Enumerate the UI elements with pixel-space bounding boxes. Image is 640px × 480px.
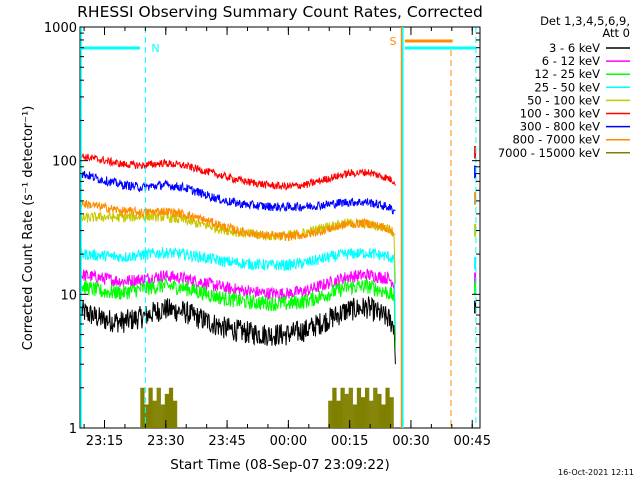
legend-label: 100 - 300 keV xyxy=(520,107,600,121)
legend-label: 800 - 7000 keV xyxy=(512,133,600,147)
x-tick-label: 23:45 xyxy=(208,434,245,449)
plot-frame xyxy=(79,26,481,429)
series-7000-15000-kev xyxy=(140,387,394,428)
night-marker-label: N xyxy=(151,42,159,55)
series-line xyxy=(81,296,396,365)
legend-label: 50 - 100 keV xyxy=(527,93,600,107)
series-layer xyxy=(81,145,477,428)
x-tick-label: 00:45 xyxy=(454,434,491,449)
series-100-300-kev xyxy=(81,145,477,191)
series-12-25-kev xyxy=(81,276,477,348)
series-3-6-kev xyxy=(81,296,477,365)
x-tick-label: 23:30 xyxy=(147,434,184,449)
y-tick-label: 1000 xyxy=(44,21,77,36)
legend-label: 300 - 800 keV xyxy=(520,120,600,134)
x-tick-label: 00:15 xyxy=(331,434,368,449)
series-25-50-kev xyxy=(81,246,477,330)
y-tick-label: 1 xyxy=(69,422,77,437)
x-tick-label: 00:00 xyxy=(270,434,307,449)
series-line xyxy=(81,246,396,330)
x-tick-label: 23:15 xyxy=(86,434,123,449)
legend-label: 7000 - 15000 keV xyxy=(498,146,600,160)
legend-label: 12 - 25 keV xyxy=(534,67,600,81)
series-line xyxy=(81,200,396,242)
legend-header: Det 1,3,4,5,6,9, xyxy=(540,14,630,28)
legend-label: 25 - 50 keV xyxy=(534,80,600,94)
plot-area xyxy=(79,26,481,429)
series-800-7000-kev xyxy=(81,192,477,242)
series-300-800-kev xyxy=(81,165,477,215)
y-tick-label: 10 xyxy=(60,288,77,303)
series-line xyxy=(81,170,396,215)
saa-marker-label: S xyxy=(390,35,397,48)
footer-date: 16-Oct-2021 12:11 xyxy=(558,468,634,477)
series-line xyxy=(81,268,396,341)
event-bars: NS xyxy=(80,27,477,428)
y-axis-label: Corrected Count Rate (s⁻¹ detector⁻¹) xyxy=(21,106,36,351)
x-tick-label: 00:30 xyxy=(392,434,429,449)
y-tick-label: 100 xyxy=(52,155,77,170)
axes: 1 10 100 1000 23:15 23:30 23:45 00:00 00:15 00:30… xyxy=(44,21,491,449)
chart-title: RHESSI Observing Summary Count Rates, Co… xyxy=(77,3,483,21)
legend-header: Att 0 xyxy=(602,26,630,40)
series-line xyxy=(81,153,396,191)
series-line xyxy=(81,276,396,348)
legend-label: 3 - 6 keV xyxy=(549,41,600,55)
legend-label: 6 - 12 keV xyxy=(542,54,600,68)
x-axis-label: Start Time (08-Sep-07 23:09:22) xyxy=(170,457,390,473)
